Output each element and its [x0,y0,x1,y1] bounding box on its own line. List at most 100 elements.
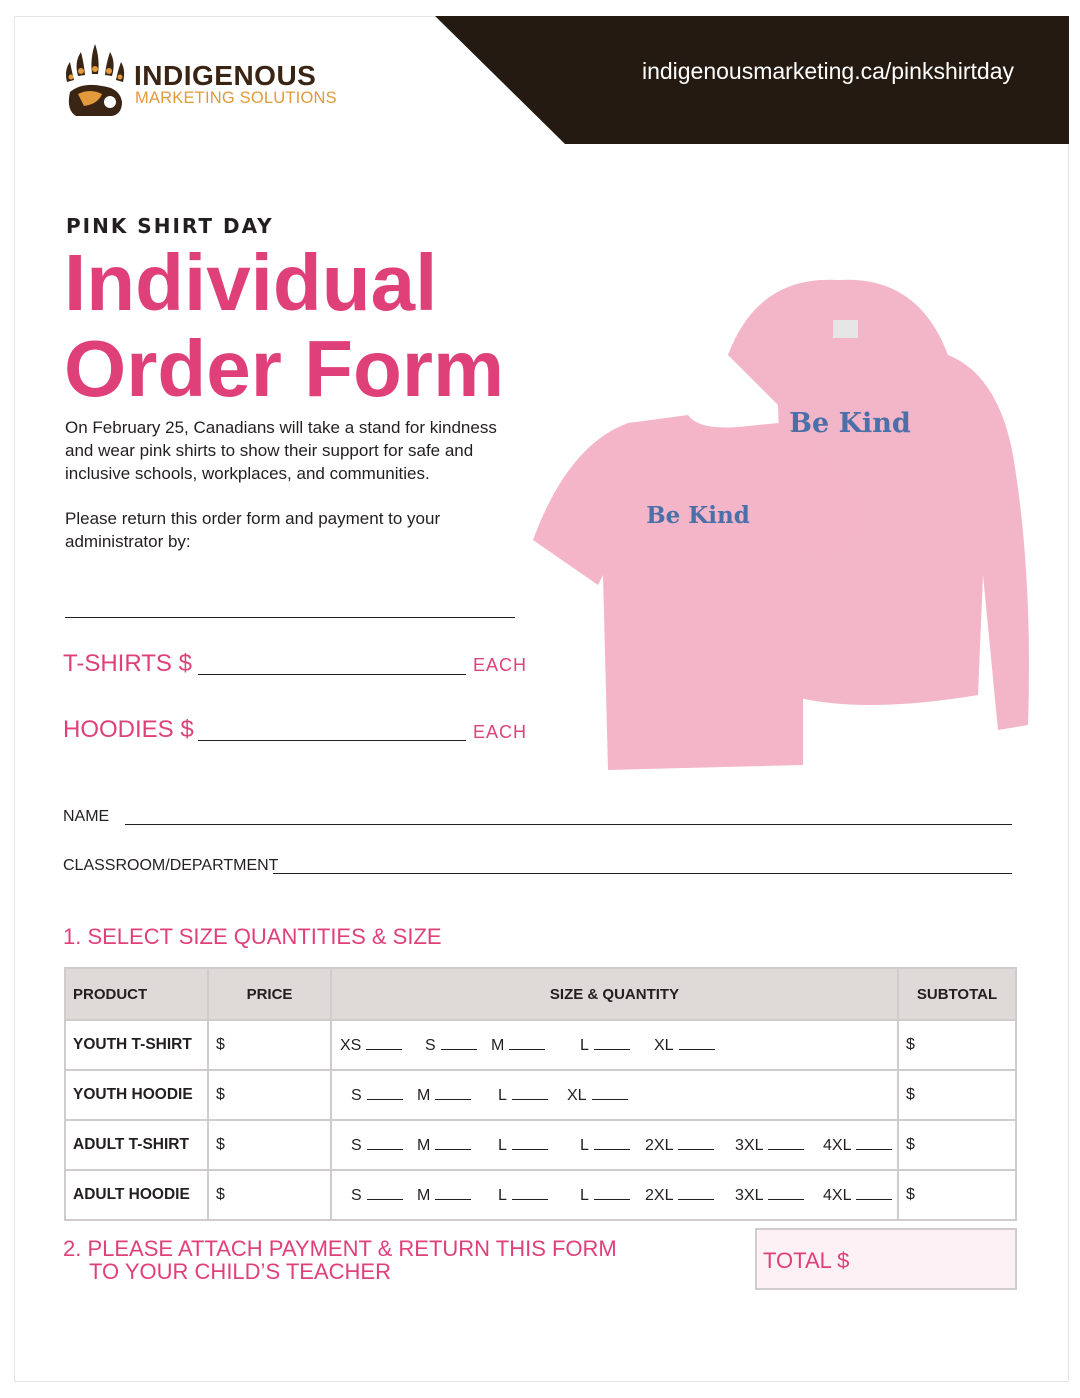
price-cell[interactable]: $ [207,1069,332,1121]
size-label: S [351,1137,362,1154]
size-label: L [498,1187,507,1204]
size-quantity-input[interactable]: M [491,1036,546,1055]
size-quantity-input[interactable]: 2XL [645,1136,715,1155]
size-quantity-input[interactable]: S [351,1136,403,1155]
quantity-blank[interactable] [366,1136,403,1150]
total-field[interactable]: TOTAL $ [755,1228,1017,1290]
section-1-heading: 1. SELECT SIZE QUANTITIES & SIZE [63,924,442,949]
name-label: NAME [63,808,110,825]
size-quantity-input[interactable]: 3XL [735,1186,805,1205]
size-quantity-input[interactable]: L [498,1136,548,1155]
tshirt-shape [533,415,868,770]
size-quantity-input[interactable]: L [580,1186,630,1205]
size-quantity-input[interactable]: XL [654,1036,715,1055]
quantity-blank[interactable] [511,1136,548,1150]
quantity-blank[interactable] [678,1186,715,1200]
size-label: 3XL [735,1187,764,1204]
table-header-row: PRODUCT PRICE SIZE & QUANTITY SUBTOTAL [64,967,1017,1021]
name-field[interactable] [125,810,1012,825]
size-label: L [580,1137,589,1154]
sizes-cell: XS S M L XL [332,1021,897,1069]
quantity-blank[interactable] [435,1086,472,1100]
size-quantity-input[interactable]: 3XL [735,1136,805,1155]
subtotal-cell[interactable]: $ [897,1019,1017,1071]
quantity-blank[interactable] [856,1136,893,1150]
shirts-image: Be Kind Be Kind [533,279,1029,770]
size-quantity-input[interactable]: L [498,1086,548,1105]
quantity-blank[interactable] [591,1086,628,1100]
quantity-blank[interactable] [768,1136,805,1150]
quantity-blank[interactable] [440,1036,477,1050]
quantity-blank[interactable] [678,1136,715,1150]
quantity-blank[interactable] [366,1036,403,1050]
total-label: TOTAL $ [763,1248,850,1273]
classroom-field[interactable] [273,859,1012,874]
hoodie-shape [728,279,1029,730]
price-cell[interactable]: $ [207,1119,332,1171]
quantity-blank[interactable] [768,1186,805,1200]
table-row: YOUTH T-SHIRT $ XS S M L XL $ [64,1019,1017,1071]
size-quantity-input[interactable]: XS [340,1036,403,1055]
quantity-blank[interactable] [435,1136,472,1150]
quantity-blank[interactable] [678,1036,715,1050]
quantity-blank[interactable] [366,1186,403,1200]
size-quantity-input[interactable]: L [498,1186,548,1205]
table-row: ADULT HOODIE $ S M L L 2XL 3XL 4XL $ [64,1169,1017,1221]
size-quantity-input[interactable]: M [417,1136,472,1155]
section-2-line-2: TO YOUR CHILD’S TEACHER [89,1259,391,1284]
size-label: 4XL [823,1137,852,1154]
header-price: PRICE [207,967,332,1021]
tshirt-price-field[interactable] [198,660,466,675]
logo-text-primary: INDIGENOUS [134,60,317,91]
quantity-blank[interactable] [593,1036,630,1050]
website-url[interactable]: indigenousmarketing.ca/pinkshirtday [641,58,1014,84]
size-quantity-input[interactable]: L [580,1136,630,1155]
hoodie-price-field[interactable] [198,726,466,741]
size-quantity-input[interactable]: S [351,1186,403,1205]
quantity-blank[interactable] [511,1186,548,1200]
logo-text-secondary: MARKETING SOLUTIONS [135,89,337,107]
size-label: 2XL [645,1187,674,1204]
size-label: S [351,1187,362,1204]
subtotal-cell[interactable]: $ [897,1119,1017,1171]
quantity-blank[interactable] [593,1136,630,1150]
quantity-blank[interactable] [593,1186,630,1200]
section-2-heading: 2. PLEASE ATTACH PAYMENT & RETURN THIS F… [63,1237,617,1283]
size-label: XL [567,1087,587,1104]
quantity-blank[interactable] [435,1186,472,1200]
price-cell[interactable]: $ [207,1169,332,1221]
size-quantity-input[interactable]: M [417,1186,472,1205]
table-row: YOUTH HOODIE $ S M L XL $ [64,1069,1017,1121]
size-quantity-input[interactable]: 4XL [823,1186,893,1205]
size-quantity-input[interactable]: S [425,1036,477,1055]
size-label: L [498,1087,507,1104]
size-label: L [498,1137,507,1154]
quantity-blank[interactable] [366,1086,403,1100]
subtotal-cell[interactable]: $ [897,1169,1017,1221]
header-size-quantity: SIZE & QUANTITY [330,967,899,1021]
tshirt-print: Be Kind [646,502,750,529]
size-quantity-input[interactable]: M [417,1086,472,1105]
size-quantity-input[interactable]: 2XL [645,1186,715,1205]
size-label: XS [340,1037,362,1054]
return-date-field[interactable] [65,604,515,618]
intro-text: On February 25, Canadians will take a st… [65,416,505,553]
size-quantity-input[interactable]: XL [567,1086,628,1105]
subtotal-cell[interactable]: $ [897,1069,1017,1121]
header-product: PRODUCT [64,967,209,1021]
intro-paragraph: On February 25, Canadians will take a st… [65,418,497,483]
sizes-cell: S M L XL [332,1071,897,1119]
hoodie-price-label: HOODIES $ [63,716,194,743]
size-quantity-input[interactable]: L [580,1036,630,1055]
sizes-cell: S M L L 2XL 3XL 4XL [332,1121,897,1169]
size-label: M [417,1137,431,1154]
price-cell[interactable]: $ [207,1019,332,1071]
quantity-blank[interactable] [856,1186,893,1200]
size-quantity-input[interactable]: 4XL [823,1136,893,1155]
quantity-blank[interactable] [509,1036,546,1050]
size-label: M [491,1037,505,1054]
size-label: L [580,1037,589,1054]
quantity-blank[interactable] [511,1086,548,1100]
size-quantity-input[interactable]: S [351,1086,403,1105]
size-label: 3XL [735,1137,764,1154]
